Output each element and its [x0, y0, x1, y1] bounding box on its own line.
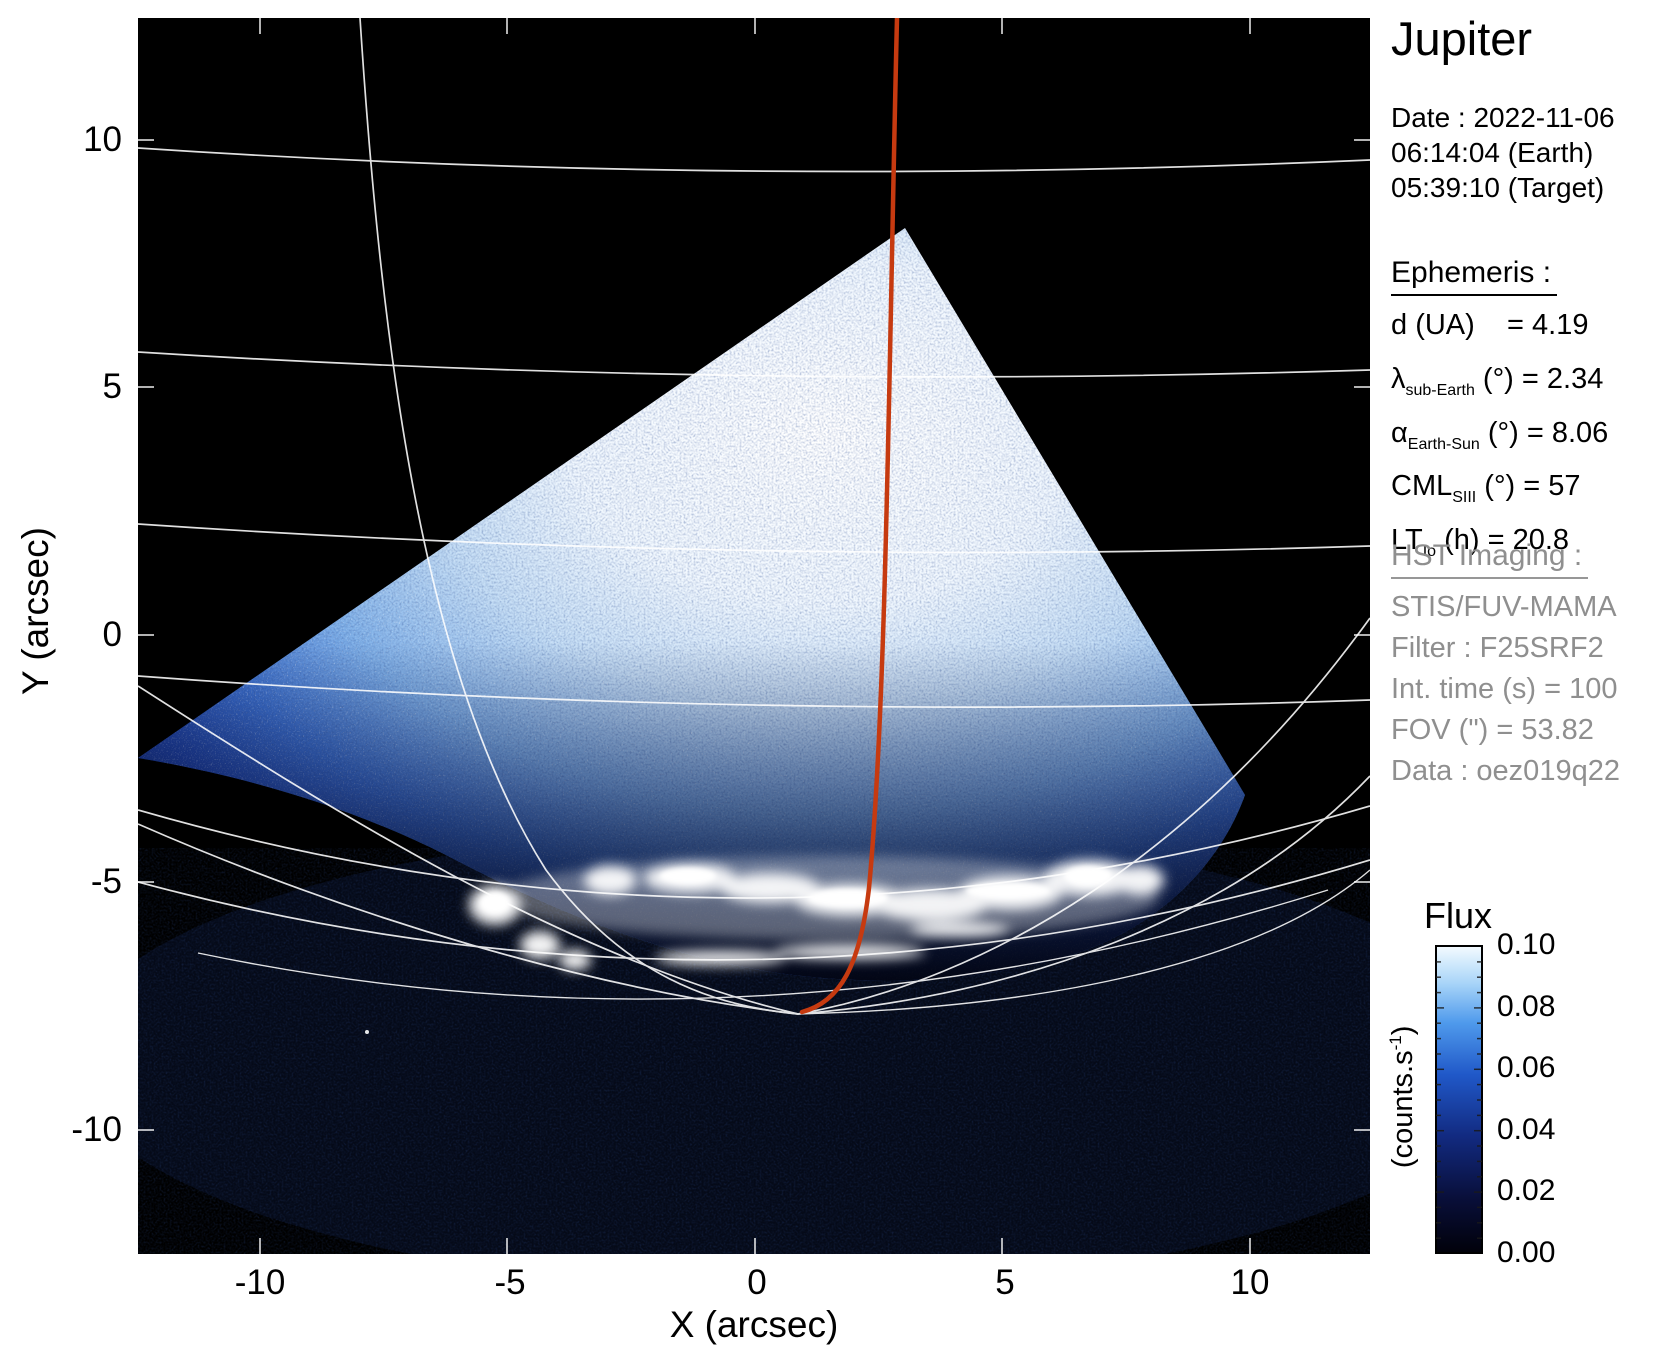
- star-point: [365, 1030, 369, 1034]
- ephemeris-row-subearth-lat: λsub-Earth (°) = 2.34: [1391, 362, 1604, 399]
- target-title: Jupiter: [1391, 12, 1533, 65]
- obs-target-time: 05:39:10 (Target): [1391, 172, 1605, 203]
- x-axis-title: X (arcsec): [669, 1304, 839, 1345]
- x-tick-5: 5: [995, 1263, 1015, 1302]
- observation-block: Date : 2022-11-06 06:14:04 (Earth) 05:39…: [1391, 100, 1615, 205]
- obs-date: Date : 2022-11-06: [1391, 102, 1615, 133]
- colorbar-tick-006: 0.06: [1497, 1051, 1556, 1084]
- main-plot: [138, 18, 1370, 1254]
- y-tick-0: 0: [102, 615, 122, 654]
- ephemeris-row-cml: CMLSIII (°) = 57: [1391, 470, 1581, 507]
- ephemeris-row-phase-angle: αEarth-Sun (°) = 8.06: [1391, 416, 1609, 453]
- ephemeris-block: Ephemeris : d (UA) = 4.19 λsub-Earth (°)…: [1391, 256, 1608, 573]
- colorbar-tick-002: 0.02: [1497, 1174, 1556, 1207]
- colorbar-tick-000: 0.00: [1497, 1236, 1556, 1269]
- colorbar-tick-010: 0.10: [1497, 928, 1556, 961]
- colorbar-unit: (counts.s-1): [1386, 1025, 1419, 1169]
- x-tick-0: 0: [747, 1263, 767, 1302]
- ephemeris-row-io-local-time: LTIo (h) = 20.8: [1391, 524, 1570, 560]
- axis-tick-marks: [138, 18, 1370, 1254]
- y-tick-5: 5: [102, 367, 122, 406]
- hst-fov: FOV (") = 53.82: [1391, 714, 1594, 746]
- y-tick-10: 10: [83, 120, 122, 159]
- colorbar-ticks: [1436, 961, 1482, 1239]
- x-tick-10: 10: [1230, 1263, 1270, 1302]
- colorbar-gradient: [1435, 945, 1483, 1254]
- hst-int-time: Int. time (s) = 100: [1391, 673, 1618, 705]
- obs-earth-time: 06:14:04 (Earth): [1391, 137, 1594, 168]
- hst-imaging-block: HST Imaging : STIS/FUV-MAMA Filter : F25…: [1391, 539, 1620, 792]
- ephemeris-heading: Ephemeris :: [1391, 256, 1558, 296]
- hst-filter: Filter : F25SRF2: [1391, 632, 1604, 664]
- x-tick-m10: -10: [234, 1263, 286, 1302]
- central-meridian-line: [799, 18, 900, 1015]
- x-tick-m5: -5: [494, 1263, 526, 1302]
- y-axis-title: Y (arcsec): [15, 527, 56, 695]
- y-tick-m10: -10: [71, 1110, 122, 1149]
- hst-instrument: STIS/FUV-MAMA: [1391, 591, 1617, 623]
- colorbar-tick-004: 0.04: [1497, 1113, 1556, 1146]
- colorbar: [1435, 945, 1483, 1254]
- colorbar-tick-008: 0.08: [1497, 990, 1556, 1023]
- y-tick-m5: -5: [90, 862, 122, 901]
- sky-image-canvas: [138, 18, 1370, 1254]
- aurora-oval: [469, 856, 1164, 970]
- colorbar-title: Flux: [1424, 895, 1493, 936]
- hst-data-id: Data : oez019q22: [1391, 755, 1620, 787]
- ephemeris-row-distance: d (UA) = 4.19: [1391, 309, 1589, 341]
- graticule-lines: [138, 18, 1370, 1015]
- hst-heading: HST Imaging :: [1391, 539, 1589, 579]
